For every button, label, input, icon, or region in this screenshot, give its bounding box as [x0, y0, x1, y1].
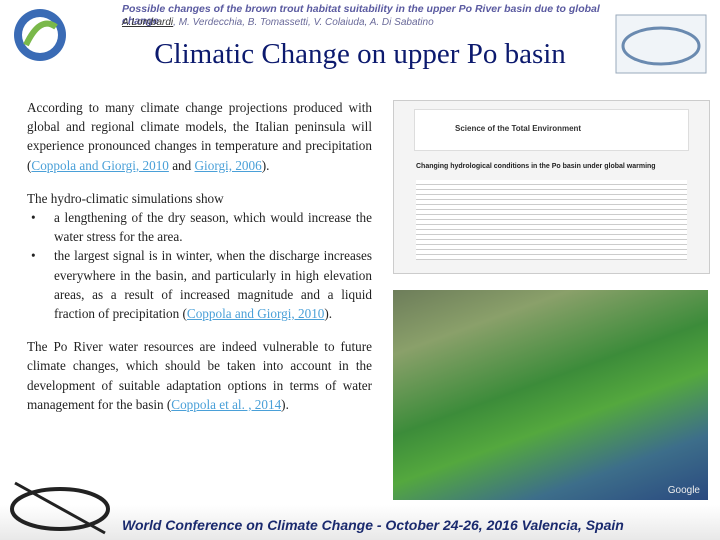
citation-link[interactable]: Coppola and Giorgi, 2010 [31, 157, 169, 173]
paper-image: Science of the Total Environment Changin… [393, 100, 710, 274]
text-run: ). [281, 396, 289, 412]
map-watermark: Google [667, 485, 700, 496]
paper-lines [416, 180, 687, 260]
logo-chym [615, 14, 707, 74]
slide-title: Climatic Change on upper Po basin [154, 38, 566, 70]
paragraph: According to many climate change project… [27, 98, 372, 175]
footer-band [0, 505, 720, 540]
logo-left [14, 9, 66, 61]
bullet: a lengthening of the dry season, which w… [31, 208, 372, 246]
text-run: ). [324, 306, 333, 322]
text-run: According to many climate change project… [27, 100, 372, 173]
text-run: a lengthening of the dry season, which w… [54, 210, 372, 245]
body-text: According to many climate change project… [27, 98, 372, 428]
first-author: A.Lombardi [122, 17, 174, 28]
text-run: ). [261, 157, 270, 173]
logo-bottom [10, 481, 110, 535]
citation-link[interactable]: Coppola et al. , 2014 [171, 396, 282, 412]
journal: Science of the Total Environment [455, 124, 582, 133]
paper-banner: Science of the Total Environment [414, 109, 689, 151]
bullet: the largest signal is in winter, when th… [31, 246, 372, 323]
citation-link[interactable]: Giorgi, 2006 [194, 157, 262, 173]
footer-text: World Conference on Climate Change - Oct… [122, 517, 624, 533]
text-run: The Po River water resources are indeed … [27, 339, 372, 412]
header-authors: A.Lombardi, M. Verdecchia, B. Tomassetti… [122, 17, 602, 28]
bullet-list: a lengthening of the dry season, which w… [27, 208, 372, 323]
paragraph: The Po River water resources are indeed … [27, 337, 372, 414]
citation-link[interactable]: Coppola and Giorgi, 2010 [186, 306, 325, 322]
authors: , M. Verdecchia, B. Tomassetti, V. Colai… [173, 17, 434, 28]
text-run: the largest signal is in winter, when th… [54, 248, 372, 322]
text-run: and [168, 157, 195, 173]
map-image: Google [393, 290, 708, 500]
text-run: The hydro-climatic simulations show [27, 190, 224, 206]
header-title: Possible changes of the brown trout habi… [122, 3, 600, 27]
paragraph: The hydro-climatic simulations show [27, 189, 372, 208]
paper-title: Changing hydrological conditions in the … [416, 163, 656, 170]
